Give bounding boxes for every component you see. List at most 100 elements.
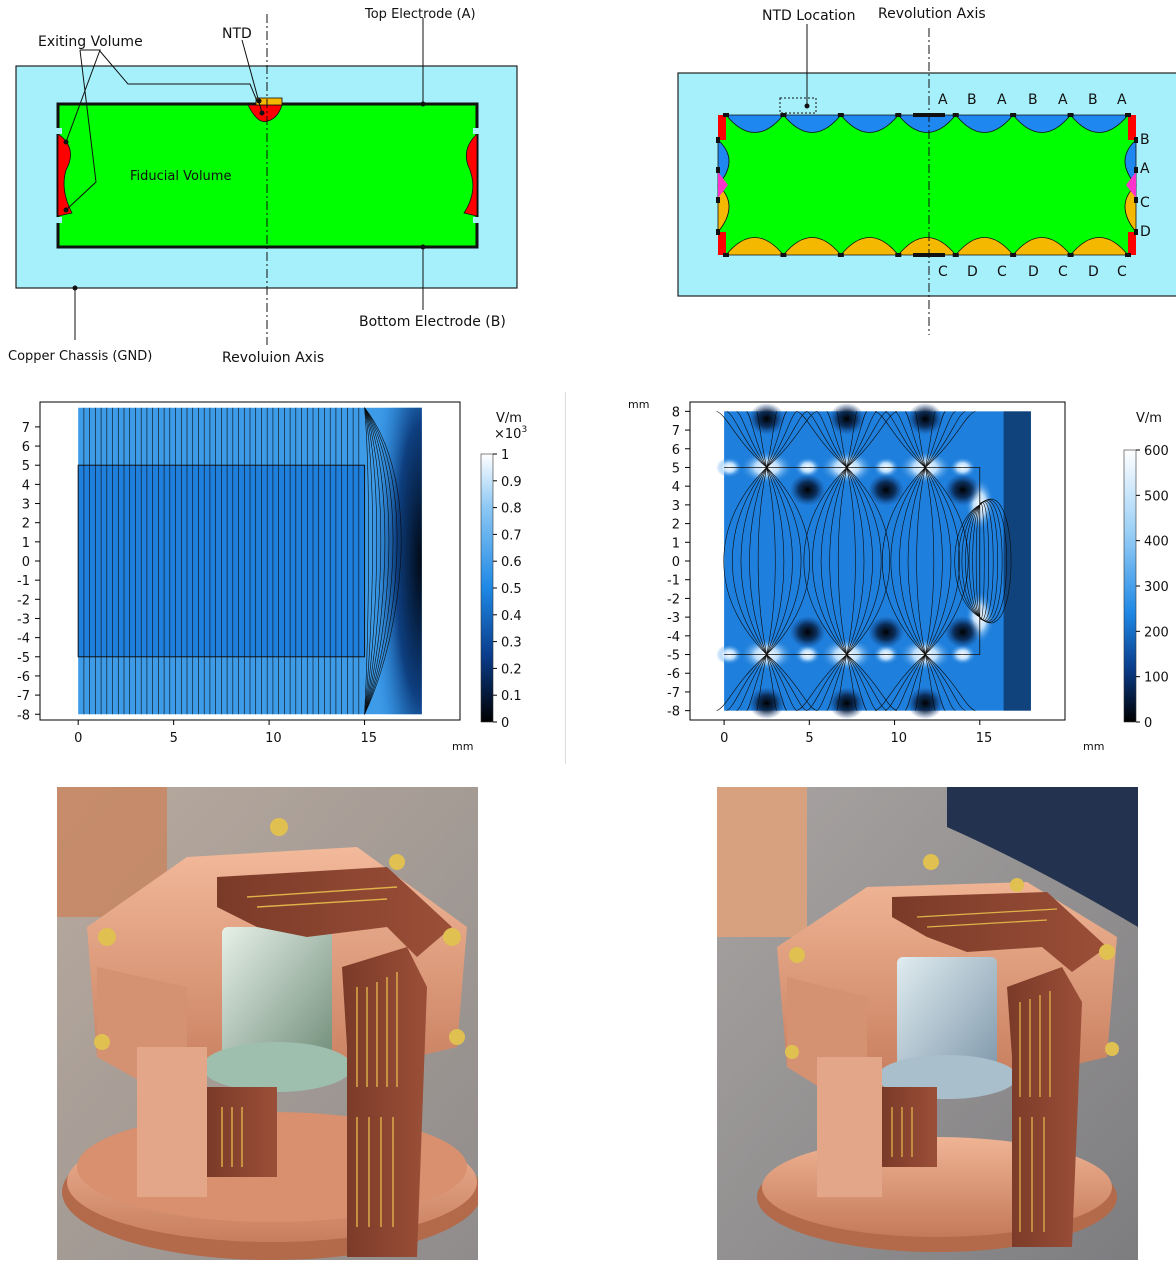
field-line — [894, 654, 926, 711]
label-bottom-electrode: Bottom Electrode (B) — [359, 314, 506, 330]
exiting-volume-right — [463, 133, 478, 217]
fringe-field-line — [364, 407, 394, 715]
field-line — [796, 654, 848, 711]
top-electrode-mark — [723, 113, 729, 117]
top-electrode-letter: B — [1028, 92, 1038, 108]
label-fiducial-volume: Fiducial Volume — [130, 169, 231, 184]
colorbar-tick-label: 100 — [1144, 671, 1169, 686]
bottom-electrode-letter: C — [1058, 264, 1068, 280]
fiducial-volume-b — [718, 115, 1136, 255]
cold-spot — [828, 687, 865, 720]
field-line — [924, 411, 936, 468]
ntd-sensor — [255, 97, 283, 106]
field-line — [846, 467, 856, 655]
y-tick-label: 8 — [672, 405, 680, 420]
top-electrode-mark — [1125, 113, 1131, 117]
label-revolution-axis-b: Revolution Axis — [878, 6, 986, 22]
y-tick-label: 3 — [672, 499, 680, 514]
cold-spot — [868, 473, 905, 506]
field-line — [766, 654, 778, 711]
colorbar-tick-label: 1 — [501, 448, 509, 463]
x-tick-label: 5 — [805, 731, 813, 746]
field-line — [829, 467, 848, 655]
colorbar-tick-label: 0.4 — [501, 609, 522, 624]
field-line — [766, 467, 802, 655]
field-line — [925, 411, 976, 468]
x-tick-label: 10 — [265, 731, 282, 746]
ntd-location-box — [779, 97, 817, 114]
field-line — [749, 467, 767, 655]
fringe-field-line — [954, 504, 980, 618]
field-line — [846, 467, 882, 655]
fringe-field-line — [972, 504, 981, 618]
bottom-electrode-mark — [1125, 253, 1131, 257]
cold-spot — [789, 616, 826, 649]
colorbar-label-c: V/m — [496, 411, 522, 426]
colorbar-tick-label: 0.9 — [501, 475, 522, 490]
field-line — [766, 467, 810, 655]
y-tick-label: -4 — [17, 632, 30, 647]
field-line — [846, 411, 898, 468]
field-line — [924, 467, 935, 655]
cold-spot — [748, 687, 785, 720]
field-line — [890, 467, 926, 655]
field-line — [846, 654, 888, 711]
field-line — [766, 411, 787, 468]
cold-spot — [907, 687, 944, 720]
field-line — [716, 411, 767, 468]
fringe-field-line — [364, 407, 402, 715]
colorbar-exponent-c: ×103 — [494, 425, 527, 442]
field-line — [925, 411, 966, 468]
bottom-electrode-letter: C — [1117, 264, 1127, 280]
colorbar-tick-label: 0.5 — [501, 582, 522, 597]
field-line — [925, 654, 976, 711]
field-line — [766, 654, 797, 711]
cold-spot — [748, 402, 785, 435]
y-unit-d: mm — [628, 398, 649, 411]
field-line — [899, 467, 926, 655]
side-electrode-letter: B — [1140, 132, 1150, 148]
field-line — [925, 467, 969, 655]
separator — [565, 392, 566, 764]
colorbar-tick-label: 0.7 — [501, 528, 522, 543]
x-tick-label: 0 — [720, 731, 728, 746]
y-tick-label: -1 — [17, 574, 30, 589]
y-tick-label: 1 — [22, 536, 30, 551]
fringe-field-line — [364, 407, 390, 715]
field-line — [766, 467, 785, 655]
field-line — [924, 467, 960, 655]
field-line — [766, 411, 797, 468]
field-line — [736, 411, 767, 468]
side-electrode-letter: C — [1140, 195, 1150, 211]
field-line — [846, 467, 873, 655]
field-line — [837, 467, 848, 655]
cold-spot — [944, 473, 981, 506]
fringe-region — [364, 407, 422, 715]
field-line — [846, 654, 878, 711]
field-line — [907, 467, 926, 655]
field-line — [846, 467, 865, 655]
y-tick-label: 6 — [22, 440, 30, 455]
bottom-electrode-letter: C — [938, 264, 948, 280]
fringe-field-line — [364, 407, 386, 715]
label-ntd: NTD — [222, 26, 252, 42]
top-electrode-letter: A — [1058, 92, 1068, 108]
y-tick-label: 7 — [672, 424, 680, 439]
field-line — [766, 467, 793, 655]
y-tick-label: -7 — [667, 686, 680, 701]
fringe-field-line — [979, 502, 985, 620]
top-electrode-mark — [1010, 113, 1017, 117]
field-line — [803, 467, 848, 655]
field-line — [766, 654, 817, 711]
x-unit-c: mm — [452, 740, 473, 753]
colorbar-d — [1123, 449, 1137, 723]
field-line — [846, 467, 891, 655]
y-tick-label: 5 — [672, 461, 680, 476]
crystal-outline — [724, 467, 981, 655]
